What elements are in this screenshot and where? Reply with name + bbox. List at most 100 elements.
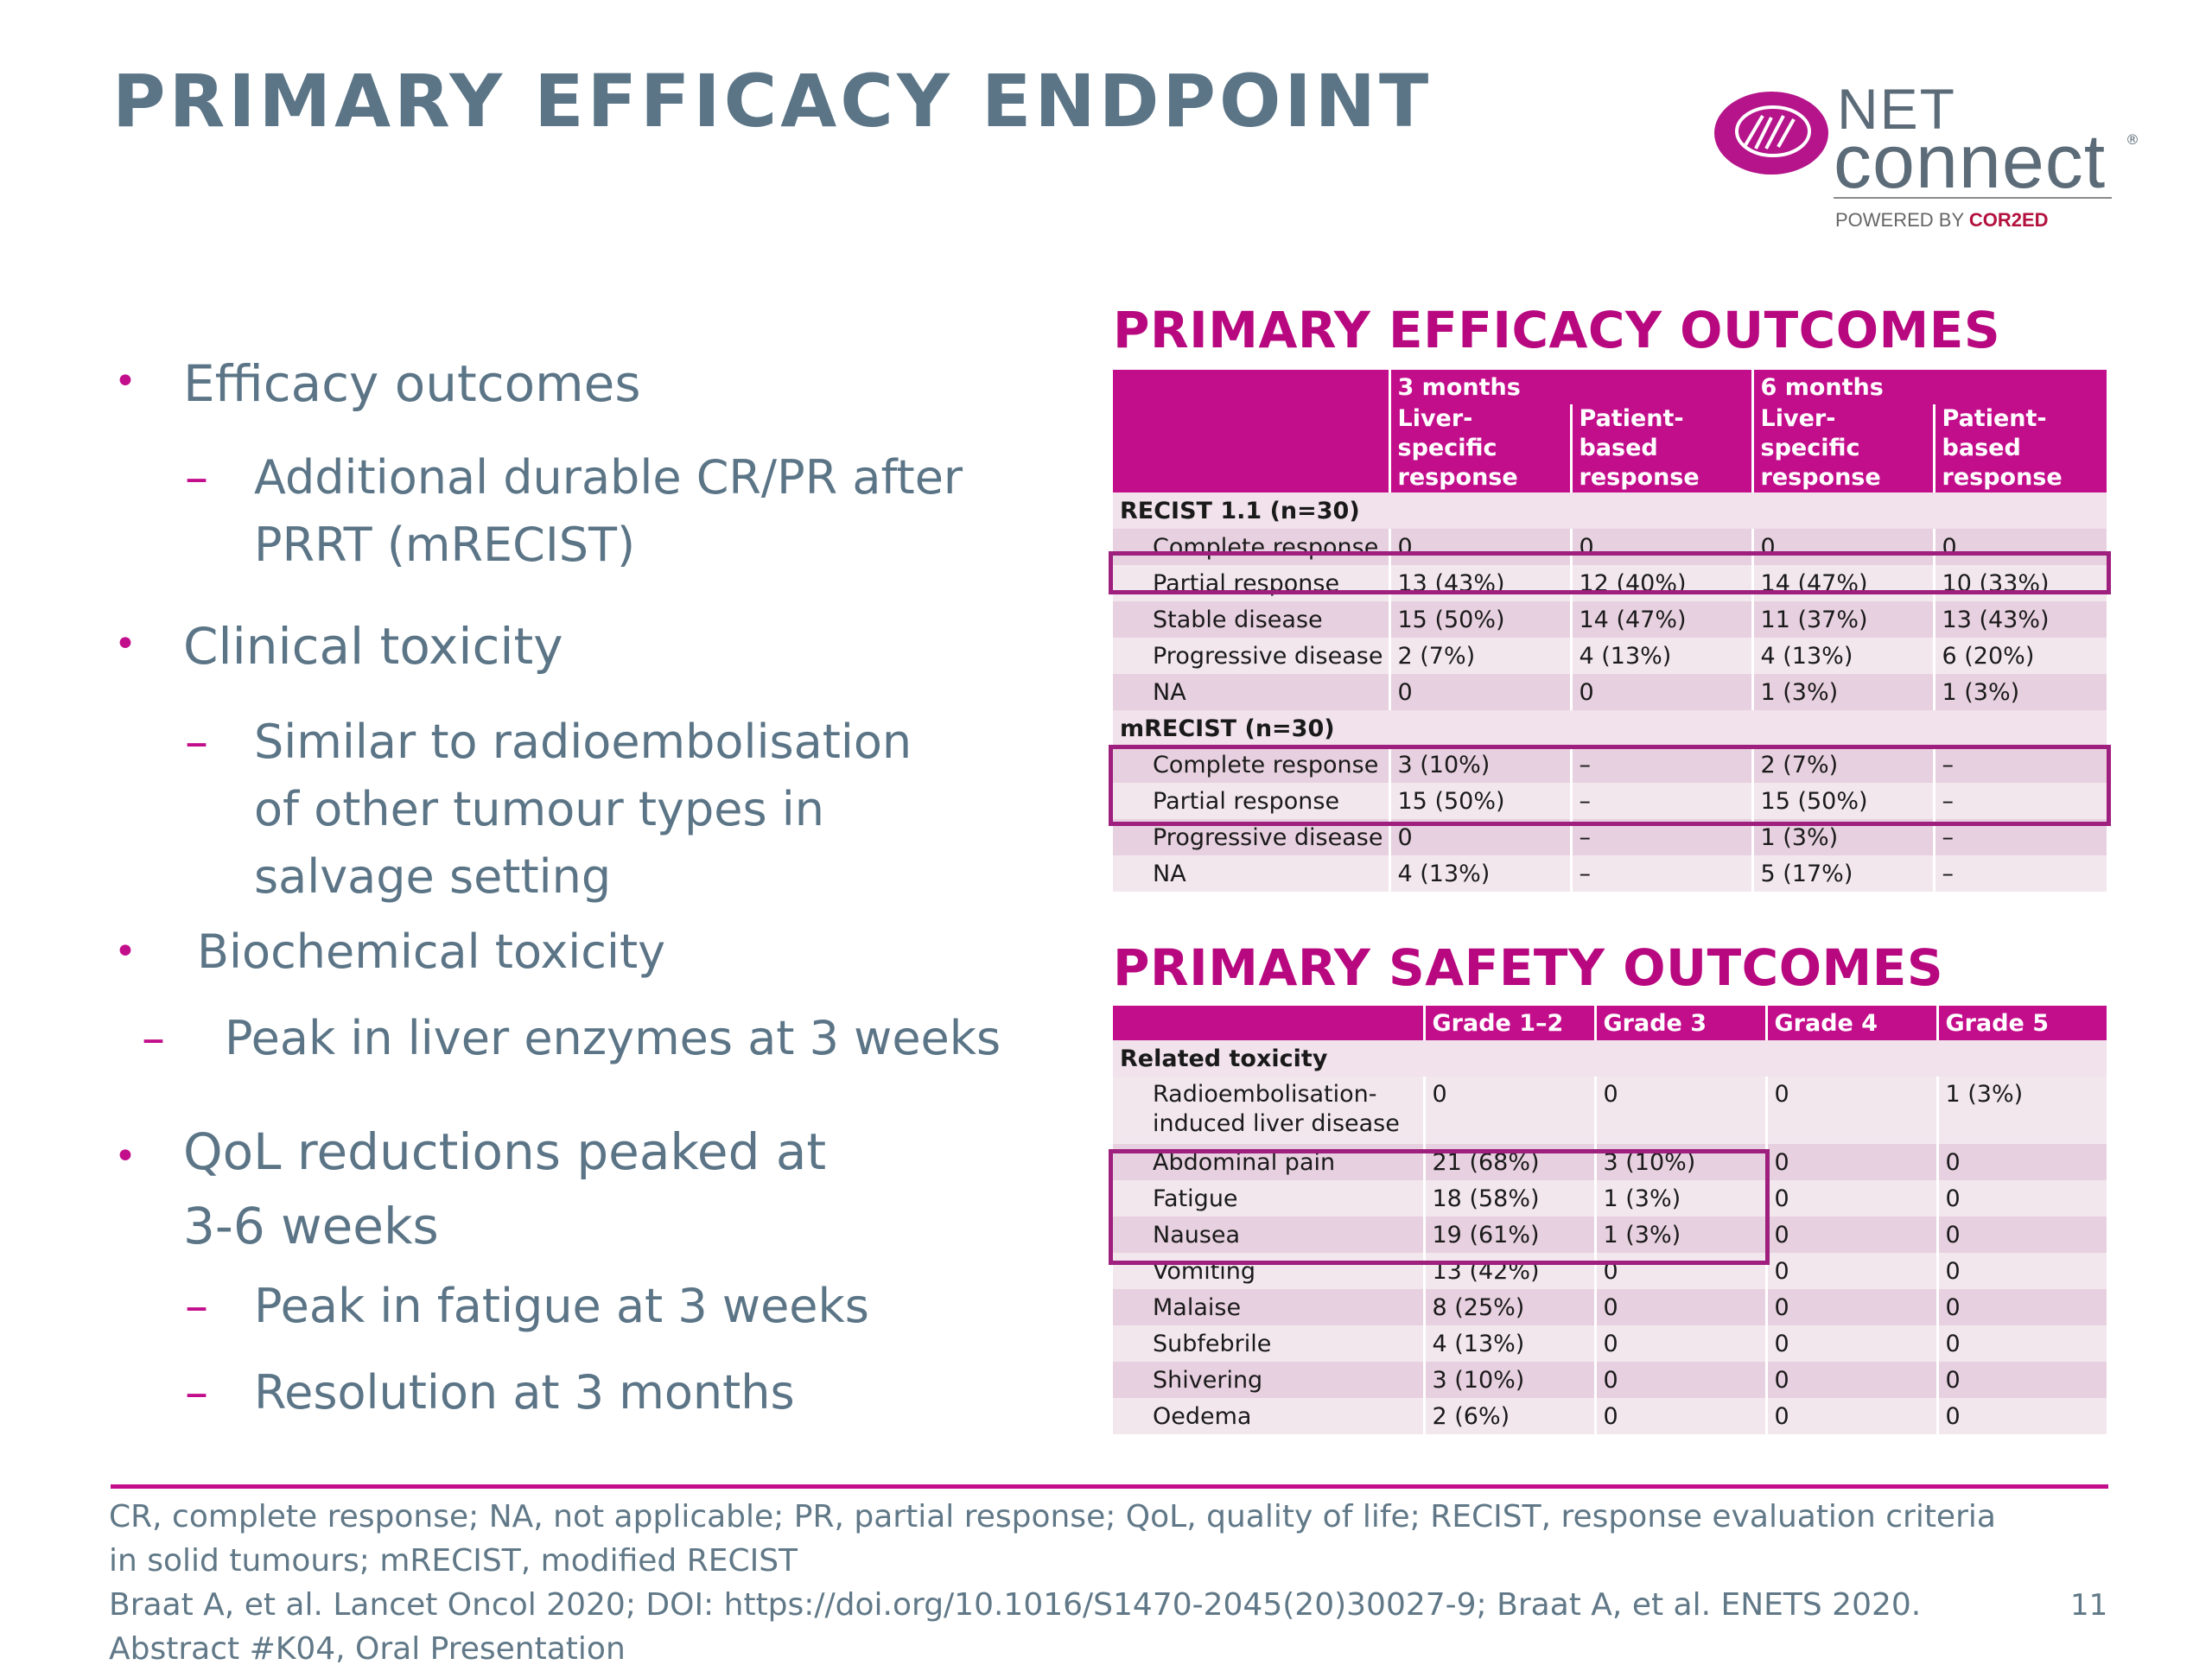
cell: 1 (3%) <box>1936 1077 2107 1144</box>
subbullet-liver-enzymes: – Peak in liver enzymes at 3 weeks <box>142 1011 1001 1065</box>
bullet-line: QoL reductions peaked at <box>183 1122 827 1181</box>
cell: 0 <box>1764 1398 1937 1434</box>
subbullet-line: PRRT (mRECIST) <box>254 518 636 572</box>
cell: 1 (3%) <box>1751 674 1935 710</box>
table-row: Fatigue 18 (58%) 1 (3%) 0 0 <box>1113 1180 2107 1217</box>
row-label: Stable disease <box>1113 601 1389 638</box>
cell: 0 <box>1388 529 1571 565</box>
page-title: PRIMARY EFFICACY ENDPOINT <box>112 59 1433 143</box>
cell: 0 <box>1936 1325 2107 1362</box>
bullet-text: Biochemical toxicity <box>197 924 666 979</box>
cell: 0 <box>1422 1077 1595 1144</box>
cell: 13 (43%) <box>1388 565 1571 601</box>
cell: 0 <box>1388 674 1571 710</box>
cell: 2 (6%) <box>1422 1398 1595 1434</box>
footnote-references: Braat A, et al. Lancet Oncol 2020; DOI: … <box>109 1587 1922 1667</box>
page-number: 11 <box>2070 1588 2108 1623</box>
highlight-common-toxicities <box>1109 1149 1770 1265</box>
cell: 3 (10%) <box>1422 1362 1595 1398</box>
cell: 0 <box>1936 1362 2107 1398</box>
subbullet-peak-fatigue: – Peak in fatigue at 3 weeks <box>185 1279 869 1333</box>
row-label: Partial response <box>1113 565 1389 601</box>
cell: 0 <box>1593 1398 1766 1434</box>
cell: 14 (47%) <box>1569 601 1753 638</box>
efficacy-column-header: Patient-based response <box>1569 404 1753 492</box>
footer-divider <box>111 1484 2108 1489</box>
row-label: Malaise <box>1113 1289 1424 1325</box>
cell: 0 <box>1593 1325 1766 1362</box>
subbullet-marker: – <box>185 450 208 505</box>
subbullet-text: Resolution at 3 months <box>254 1365 795 1420</box>
highlight-mrecist-response <box>1109 745 2111 826</box>
cell: – <box>1569 747 1753 783</box>
net-connect-logo: NET connect ® POWERED BY COR2ED <box>1711 77 2143 235</box>
cell: 0 <box>1569 674 1753 710</box>
efficacy-column-header: Liver-specific response <box>1751 404 1935 492</box>
bullet-marker: • <box>114 622 137 666</box>
bullet-marker: • <box>114 1134 137 1179</box>
cell: 0 <box>1932 529 2107 565</box>
cell: 0 <box>1593 1289 1766 1325</box>
cell: – <box>1569 855 1753 892</box>
logo-emblem-icon <box>1714 92 1828 175</box>
cell: 2 (7%) <box>1388 638 1571 674</box>
cell: 19 (61%) <box>1422 1217 1595 1253</box>
cell: 6 (20%) <box>1932 638 2107 674</box>
cell: 4 (13%) <box>1422 1325 1595 1362</box>
bullet-line: 3-6 weeks <box>183 1197 439 1255</box>
cell: 1 (3%) <box>1593 1217 1766 1253</box>
cell: 13 (43%) <box>1932 601 2107 638</box>
subbullet-durable-response: – Additional durable CR/PR after PRRT (m… <box>185 444 963 579</box>
subbullet-line: salvage setting <box>254 849 612 904</box>
table-row: Shivering 3 (10%) 0 0 0 <box>1113 1362 2107 1398</box>
row-label: Radioembolisation-induced liver disease <box>1113 1077 1424 1144</box>
logo-registered-mark: ® <box>2126 131 2139 148</box>
cell: 5 (17%) <box>1751 855 1935 892</box>
row-label: Partial response <box>1113 783 1389 819</box>
efficacy-group-label: mRECIST (n=30) <box>1113 710 2107 747</box>
highlight-partial-response <box>1109 551 2111 594</box>
cell: 0 <box>1764 1144 1937 1180</box>
row-label: Nausea <box>1113 1217 1424 1253</box>
row-label: NA <box>1113 674 1389 710</box>
table-row: NA 4 (13%) – 5 (17%) – <box>1113 855 2107 892</box>
table-row: Stable disease 15 (50%) 14 (47%) 11 (37%… <box>1113 601 2107 638</box>
cell: 0 <box>1936 1253 2107 1289</box>
bullet-clinical-toxicity: • Clinical toxicity <box>114 617 563 676</box>
subbullet-resolution: – Resolution at 3 months <box>185 1365 795 1420</box>
cell: 12 (40%) <box>1569 565 1753 601</box>
table-row: Malaise 8 (25%) 0 0 0 <box>1113 1289 2107 1325</box>
row-label: Progressive disease <box>1113 638 1389 674</box>
bullet-text: Efficacy outcomes <box>183 354 641 413</box>
bullet-biochemical-toxicity: • Biochemical toxicity <box>114 924 666 979</box>
cell: 10 (33%) <box>1932 565 2107 601</box>
table-row: Complete response 3 (10%) – 2 (7%) – <box>1113 747 2107 783</box>
efficacy-group-label: RECIST 1.1 (n=30) <box>1113 492 2107 529</box>
efficacy-section-title: PRIMARY EFFICACY OUTCOMES <box>1113 301 2001 359</box>
cell: 15 (50%) <box>1388 601 1571 638</box>
bullet-text: Clinical toxicity <box>183 617 563 676</box>
cell: 0 <box>1936 1180 2107 1217</box>
cell: 4 (13%) <box>1569 638 1753 674</box>
logo-rule <box>1834 197 2112 199</box>
cell: 18 (58%) <box>1422 1180 1595 1217</box>
safety-group-label: Related toxicity <box>1113 1040 2107 1077</box>
safety-column-header: Grade 5 <box>1936 1006 2107 1040</box>
subbullet-marker: – <box>142 1011 165 1065</box>
cell: 2 (7%) <box>1751 747 1935 783</box>
row-label: Complete response <box>1113 747 1389 783</box>
cell: – <box>1932 747 2107 783</box>
subbullet-text: Peak in liver enzymes at 3 weeks <box>225 1011 1001 1065</box>
safety-column-header: Grade 4 <box>1764 1006 1937 1040</box>
efficacy-group-header: 6 months <box>1751 370 2107 404</box>
cell: 15 (50%) <box>1751 783 1935 819</box>
cell: 15 (50%) <box>1388 783 1571 819</box>
efficacy-group-header: 3 months <box>1388 370 1753 404</box>
cell: 0 <box>1936 1289 2107 1325</box>
cell: 0 <box>1764 1289 1937 1325</box>
cell: 1 (3%) <box>1593 1180 1766 1217</box>
table-row: Progressive disease 2 (7%) 4 (13%) 4 (13… <box>1113 638 2107 674</box>
cell: 8 (25%) <box>1422 1289 1595 1325</box>
cell: 0 <box>1593 1253 1766 1289</box>
table-row: Vomiting 13 (42%) 0 0 0 <box>1113 1253 2107 1289</box>
